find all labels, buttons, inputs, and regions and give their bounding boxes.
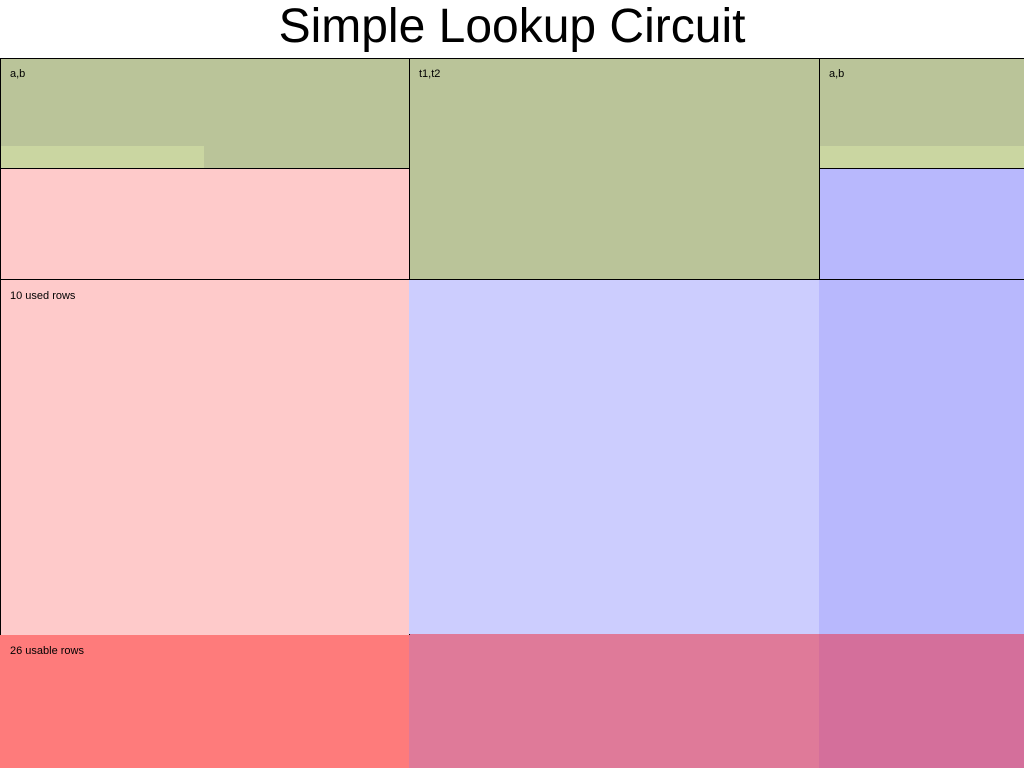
- input-right-label: a,b: [829, 68, 845, 80]
- lookup-input-region-right: [819, 168, 1024, 280]
- lookup-region-middle: [409, 279, 819, 634]
- used-rows-label: 10 used rows: [10, 290, 76, 302]
- usable-rows-region-left: [0, 634, 409, 768]
- lookup-input-region-left: [0, 168, 410, 280]
- usable-rows-label: 26 usable rows: [10, 645, 84, 657]
- lookup-region-right: [819, 279, 1024, 634]
- table-block: [409, 58, 820, 280]
- input-block-left-strip: [1, 146, 204, 168]
- usable-rows-region-right: [819, 634, 1024, 768]
- table-label: t1,t2: [419, 68, 441, 80]
- diagram-title: Simple Lookup Circuit: [278, 0, 746, 53]
- usable-rows-region-middle: [409, 634, 819, 768]
- input-left-label: a,b: [10, 68, 26, 80]
- input-block-right-strip: [820, 146, 1024, 168]
- used-rows-region: [0, 279, 410, 635]
